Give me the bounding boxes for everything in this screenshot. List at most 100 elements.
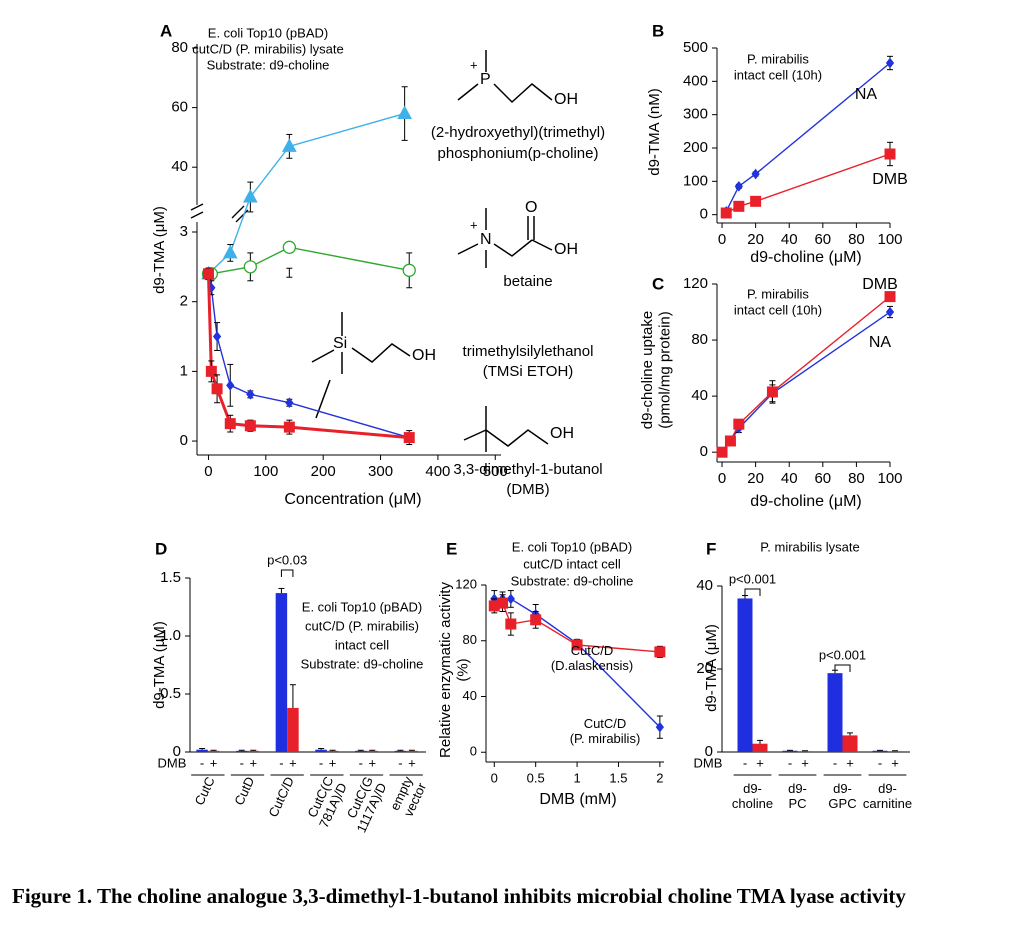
x-tick-label: 100 <box>877 231 902 248</box>
chart-title: E. coli Top10 (pBAD) <box>208 25 328 40</box>
marker <box>530 614 542 626</box>
bond <box>463 406 549 452</box>
bar <box>887 751 903 752</box>
bar <box>872 750 888 752</box>
x-tick-label: 300 <box>368 463 393 480</box>
panel-label: C <box>652 274 664 293</box>
y-tick-label: 300 <box>683 106 708 123</box>
y-tick-label: 60 <box>171 99 188 116</box>
atom: Si <box>333 335 347 352</box>
structure-label: 3,3-dimethyl-1-butanol <box>453 461 602 478</box>
atom: O <box>525 199 537 216</box>
marker <box>222 244 238 259</box>
bar <box>394 750 407 752</box>
y-axis-label: d9-TMA (nM) <box>646 88 663 176</box>
figure-caption: Figure 1. The choline analogue 3,3-dimet… <box>12 884 906 908</box>
x-tick-label: 1.5 <box>609 770 627 785</box>
y-tick-label: 80 <box>463 632 477 647</box>
chart-title: P. mirabilis <box>747 51 809 66</box>
marker <box>885 57 895 69</box>
marker <box>733 200 745 212</box>
axis-break <box>190 203 249 223</box>
marker <box>402 263 416 277</box>
chart-title: intact cell (10h) <box>734 302 822 317</box>
chart-title: cutC/D (P. mirabilis) lysate <box>192 41 343 56</box>
marker <box>212 331 222 342</box>
panel-label: E <box>446 539 457 558</box>
y-axis-label: d9-TMA (μM) <box>151 206 168 294</box>
marker <box>283 421 295 433</box>
marker <box>403 432 415 444</box>
note: E. coli Top10 (pBAD) <box>302 599 422 614</box>
x-tick-label: 1 <box>573 770 580 785</box>
bar <box>236 750 248 752</box>
y-tick-label: 1.5 <box>160 569 181 586</box>
y-tick-label: 40 <box>691 387 708 404</box>
y-tick-label: 500 <box>683 39 708 56</box>
group-label: DMB <box>694 755 723 770</box>
structure-p-choline: + P OH (2-hydroxyethyl)(trimethyl) phosp… <box>431 50 605 162</box>
y-tick-label: 120 <box>455 576 477 591</box>
marker <box>246 389 255 400</box>
x-axis-label: d9-choline (μM) <box>750 249 861 266</box>
y-tick-label: 80 <box>691 331 708 348</box>
figure: + P OH (2-hydroxyethyl)(trimethyl) phosp… <box>151 21 912 835</box>
series-label: - <box>878 755 882 770</box>
y-tick-label: 0 <box>700 206 708 223</box>
marker <box>243 260 257 274</box>
x-tick-label: 100 <box>877 470 902 487</box>
marker <box>750 195 762 207</box>
series-label: - <box>279 755 283 770</box>
x-tick-label: 0 <box>204 463 212 480</box>
x-tick-label: 80 <box>848 470 865 487</box>
charge: + <box>470 217 478 232</box>
bond <box>457 50 553 104</box>
y-axis-label: d9-TMA (μM) <box>151 621 168 709</box>
structure-label: (TMSi ETOH) <box>483 363 574 380</box>
series-label: - <box>359 755 363 770</box>
series-line <box>207 112 405 275</box>
series-label: + <box>846 755 854 770</box>
y-tick-label: 40 <box>463 688 477 703</box>
series-label: + <box>249 755 257 770</box>
structure-label: phosphonium(p-choline) <box>438 145 599 162</box>
x-tick-label: 0 <box>491 770 498 785</box>
note: intact cell <box>335 637 389 652</box>
y-axis-label: d9-choline uptake(pmol/mg protein) <box>639 311 673 429</box>
annotation: p<0.001 <box>729 571 776 586</box>
marker <box>751 168 760 180</box>
y-tick-label: 1.0 <box>160 627 181 644</box>
marker <box>884 148 896 160</box>
x-tick-label: 60 <box>814 470 831 487</box>
marker <box>244 420 256 432</box>
series-label: - <box>788 755 792 770</box>
series-line <box>725 62 891 212</box>
y-tick-label: 40 <box>696 577 713 594</box>
atom: N <box>480 231 492 248</box>
x-tick-label: 0.5 <box>527 770 545 785</box>
structure-label: betaine <box>503 273 552 290</box>
marker <box>282 240 296 254</box>
x-tick-label: CutC(G1117A)/D <box>340 774 390 835</box>
x-axis-label: DMB (mM) <box>539 791 616 808</box>
marker <box>497 597 509 609</box>
series-label: CutC/D (P. mirabilis) <box>570 716 641 746</box>
significance-bracket <box>744 588 761 596</box>
x-tick-label: 100 <box>253 463 278 480</box>
significance-bracket <box>280 569 294 577</box>
y-tick-label: 200 <box>683 139 708 156</box>
bar <box>287 707 299 752</box>
y-tick-label: 0 <box>705 743 713 760</box>
series-label: + <box>329 755 337 770</box>
chart-title: intact cell (10h) <box>734 67 822 82</box>
marker <box>716 446 728 458</box>
y-tick-label: 120 <box>683 275 708 292</box>
bar <box>355 750 367 752</box>
x-tick-label: 2 <box>656 770 663 785</box>
bar <box>797 751 813 752</box>
bar <box>842 735 858 752</box>
series-label: - <box>743 755 747 770</box>
bar <box>247 750 259 752</box>
bar <box>752 743 768 752</box>
atom: OH <box>412 347 436 364</box>
